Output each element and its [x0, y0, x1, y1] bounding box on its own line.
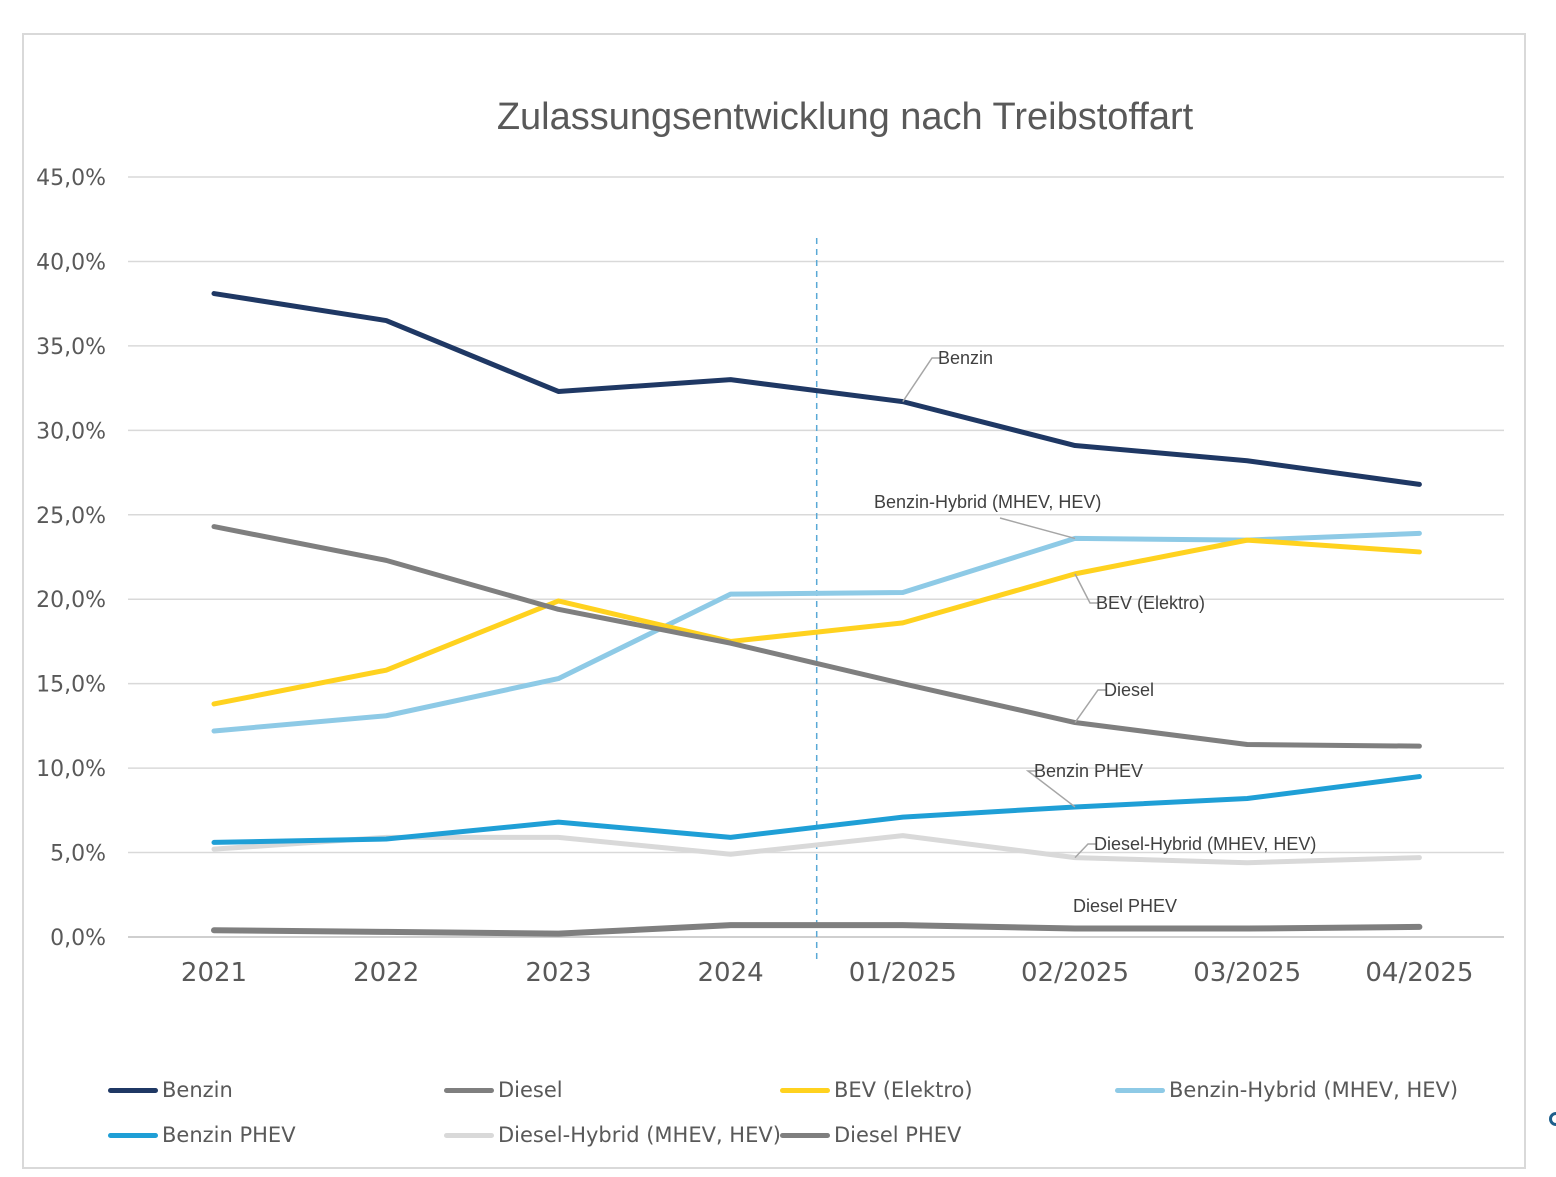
legend-item: BEV (Elektro) — [780, 1078, 973, 1102]
legend-item: Benzin PHEV — [108, 1123, 296, 1147]
y-tick-label: 35,0% — [36, 335, 106, 360]
data-label: Benzin PHEV — [1034, 761, 1143, 781]
data-label: Diesel — [1104, 680, 1154, 700]
legend-label: Benzin PHEV — [162, 1123, 296, 1147]
leader-line — [902, 357, 940, 403]
data-label: Diesel PHEV — [1073, 896, 1177, 916]
legend-swatch — [108, 1132, 158, 1138]
legend-item: Benzin — [108, 1078, 233, 1102]
y-tick-label: 20,0% — [36, 588, 106, 613]
y-tick-label: 15,0% — [36, 673, 106, 698]
x-tick-label: 03/2025 — [1193, 958, 1301, 988]
legend-swatch — [780, 1087, 830, 1093]
series-line — [211, 537, 1422, 707]
series-line — [211, 524, 1422, 749]
leader-line — [1074, 573, 1098, 604]
y-tick-label: 0,0% — [50, 926, 106, 951]
legend-label: Diesel PHEV — [834, 1123, 962, 1147]
data-labels: Benzin Benzin-Hybrid (MHEV, HEV) BEV (Elek… — [874, 348, 1316, 916]
y-tick-label: 10,0% — [36, 757, 106, 782]
chart-title: Zulassungsentwicklung nach Treibstoffart — [496, 96, 1194, 138]
data-label: Benzin-Hybrid (MHEV, HEV) — [874, 492, 1101, 512]
legend-label: Benzin-Hybrid (MHEV, HEV) — [1169, 1078, 1459, 1102]
leader-line — [999, 517, 1076, 540]
data-label: BEV (Elektro) — [1096, 593, 1205, 613]
legend-label: BEV (Elektro) — [834, 1078, 973, 1102]
series-lines — [211, 291, 1423, 937]
x-tick-label: 2024 — [698, 958, 764, 988]
y-tick-label: 40,0% — [36, 250, 106, 275]
y-tick-label: 5,0% — [50, 842, 106, 867]
data-label: Diesel-Hybrid (MHEV, HEV) — [1094, 834, 1316, 854]
legend-item: Diesel PHEV — [780, 1123, 961, 1147]
y-tick-label: 45,0% — [36, 166, 106, 191]
series-line — [211, 291, 1422, 487]
legend-label: Diesel — [498, 1078, 563, 1102]
y-tick-label: 30,0% — [36, 419, 106, 444]
legend-swatch — [108, 1087, 158, 1093]
legend-swatch — [780, 1132, 830, 1138]
page-edge-marker — [1549, 1112, 1556, 1126]
legend-label: Diesel-Hybrid (MHEV, HEV) — [498, 1123, 781, 1147]
chart-frame — [22, 33, 1526, 1169]
leader-line — [1025, 770, 1076, 808]
series-line — [211, 774, 1422, 845]
x-tick-label: 2021 — [181, 958, 247, 988]
data-label: Benzin — [938, 348, 993, 368]
series-line — [211, 530, 1422, 734]
legend-item: Diesel-Hybrid (MHEV, HEV) — [444, 1123, 781, 1147]
legend-item: Benzin-Hybrid (MHEV, HEV) — [1115, 1078, 1458, 1102]
leader-line — [1074, 843, 1096, 859]
legend-label: Benzin — [162, 1078, 233, 1102]
y-tick-label: 25,0% — [36, 504, 106, 529]
x-tick-label: 01/2025 — [849, 958, 957, 988]
legend-item: Diesel — [444, 1078, 563, 1102]
leader-line — [1074, 689, 1106, 723]
x-axis: 2021 2022 2023 2024 01/2025 02/2025 03/2025 04/… — [181, 958, 1473, 988]
x-tick-label: 02/2025 — [1021, 958, 1129, 988]
x-tick-label: 2023 — [525, 958, 591, 988]
series-line — [211, 922, 1423, 937]
y-axis: 0,0% 5,0% 10,0% 15,0% 20,0% 25,0% 30,0% 35,0% 40… — [36, 166, 106, 951]
legend-swatch — [444, 1132, 494, 1138]
legend-swatch — [444, 1087, 494, 1093]
x-tick-label: 04/2025 — [1365, 958, 1473, 988]
x-tick-label: 2022 — [353, 958, 419, 988]
legend-swatch — [1115, 1087, 1165, 1093]
